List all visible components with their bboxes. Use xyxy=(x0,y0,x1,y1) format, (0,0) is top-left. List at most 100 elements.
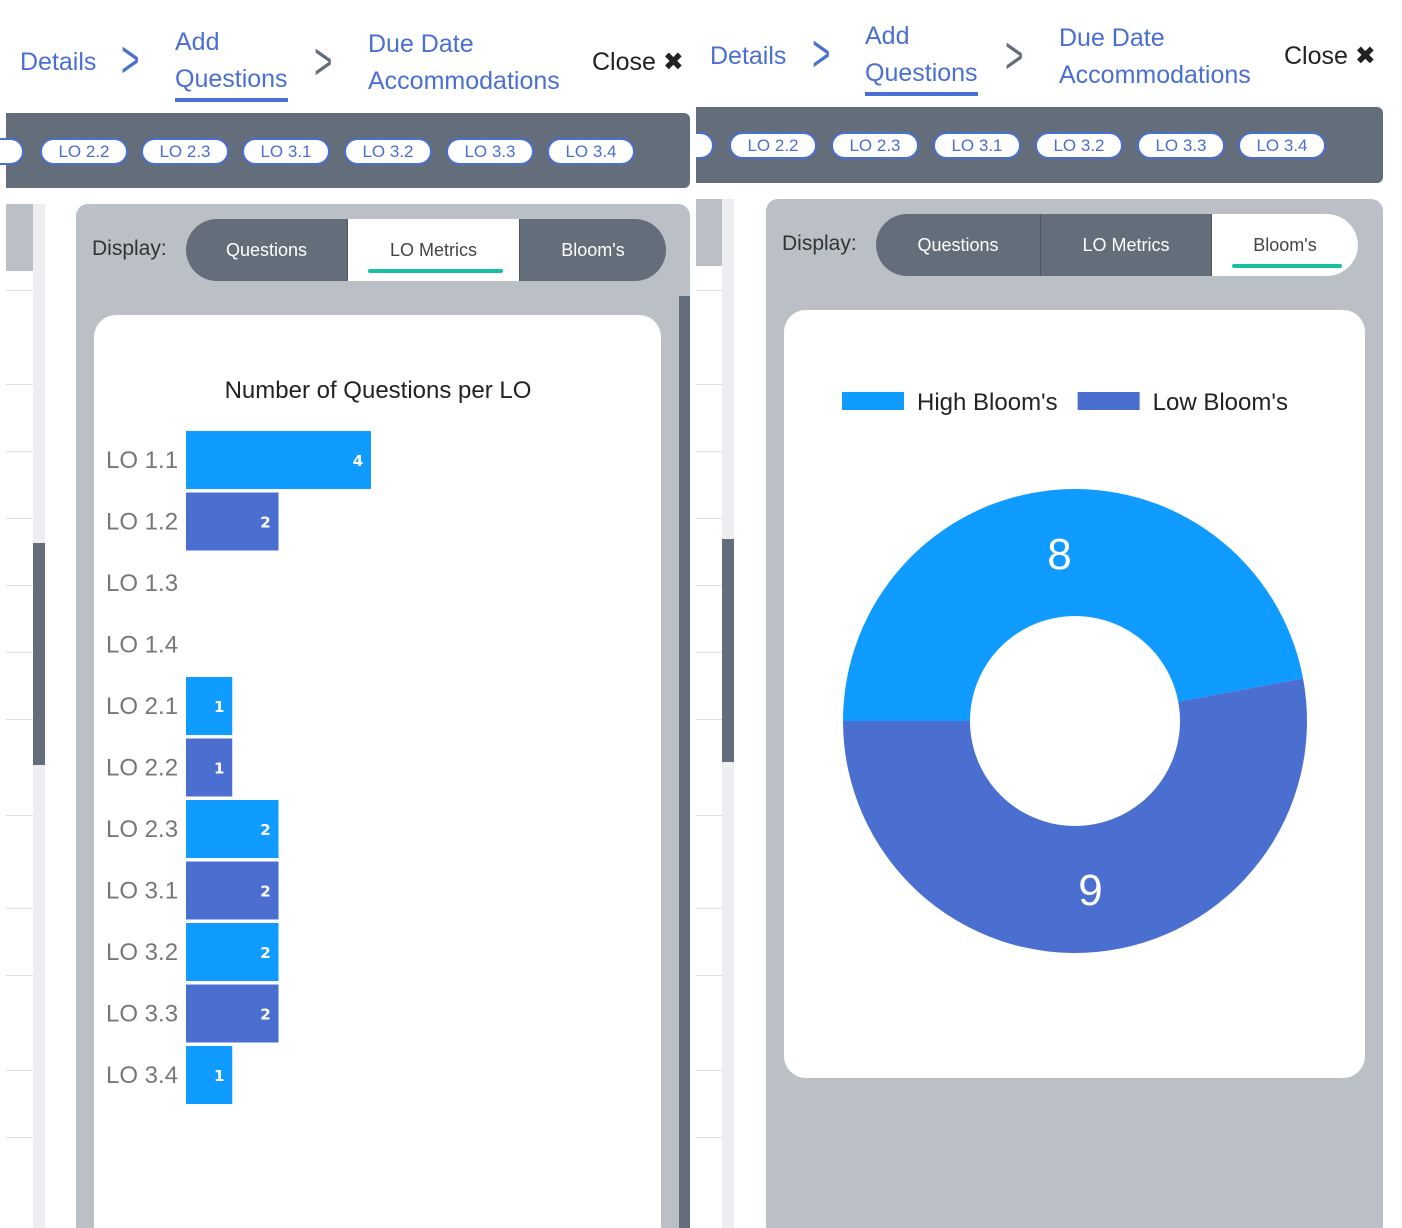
sidebar-row-divider xyxy=(6,1070,33,1071)
bar-category-label: LO 1.4 xyxy=(106,632,178,659)
breadcrumb-details[interactable]: Details xyxy=(710,42,787,70)
sidebar-row-divider xyxy=(6,719,33,720)
bar-category-label: LO 1.2 xyxy=(106,509,178,536)
sidebar-row-divider xyxy=(696,1070,722,1071)
bar-category-label: LO 3.4 xyxy=(106,1062,178,1089)
chevron-right-icon: > xyxy=(812,25,831,83)
chevron-right-icon: > xyxy=(121,31,140,89)
lo-pill[interactable] xyxy=(696,132,714,159)
bar xyxy=(186,1046,233,1104)
bar-data-label: 2 xyxy=(260,944,270,962)
breadcrumb-due-date[interactable]: Due Date Accommodations xyxy=(368,26,560,100)
lo-pill[interactable]: LO 2.3 xyxy=(831,132,919,159)
bar-data-label: 1 xyxy=(214,1067,224,1085)
display-panel: Display: Questions LO Metrics Bloom's Hi… xyxy=(766,199,1383,1228)
bar xyxy=(186,923,279,981)
lo-pill[interactable]: LO 3.2 xyxy=(1035,132,1123,159)
scrollbar-thumb[interactable] xyxy=(722,539,734,762)
tab-questions[interactable]: Questions xyxy=(186,219,348,281)
panel-scrollbar[interactable] xyxy=(679,296,690,1228)
legend-label: High Bloom's xyxy=(917,389,1058,416)
tab-blooms[interactable]: Bloom's xyxy=(1212,214,1358,276)
bar xyxy=(186,861,279,920)
lo-pill[interactable]: LO 2.2 xyxy=(729,132,817,159)
sidebar-scrollbar[interactable] xyxy=(33,204,45,1228)
blooms-view: Details > Add Questions > Due Date Accommo… xyxy=(696,0,1402,1228)
sidebar-row-divider xyxy=(6,815,33,816)
bar-data-label: 1 xyxy=(214,698,224,716)
breadcrumb-details[interactable]: Details xyxy=(20,48,97,76)
sidebar-scrollbar[interactable] xyxy=(722,199,734,1228)
close-button[interactable]: Close ✖ xyxy=(1284,41,1376,71)
sidebar-row-divider xyxy=(696,585,722,586)
legend-swatch xyxy=(1077,392,1140,410)
sidebar-row-divider xyxy=(6,652,33,653)
chevron-right-icon: > xyxy=(1005,27,1024,85)
lo-pill[interactable]: LO 2.3 xyxy=(141,138,229,165)
bar-category-label: LO 3.2 xyxy=(106,939,178,966)
scrollbar-thumb[interactable] xyxy=(33,543,45,765)
bar-category-label: LO 1.1 xyxy=(106,447,178,474)
sidebar-row-divider xyxy=(696,815,722,816)
lo-filter-bar: LO 2.2 LO 2.3 LO 3.1 LO 3.2 LO 3.3 LO 3.… xyxy=(696,107,1383,183)
sidebar-row-divider xyxy=(696,652,722,653)
label: Questions xyxy=(865,59,978,87)
sidebar-row-divider xyxy=(696,908,722,909)
tab-lo-metrics[interactable]: LO Metrics xyxy=(1041,214,1212,276)
sidebar-row-divider xyxy=(6,908,33,909)
chart-card: High Bloom's Low Bloom's 8 9 xyxy=(784,310,1365,1078)
bar-data-label: 2 xyxy=(260,514,270,532)
bar-chart: Number of Questions per LO LO 1.1 4 LO 1.2… xyxy=(106,377,531,1104)
tab-lo-metrics[interactable]: LO Metrics xyxy=(348,219,520,281)
close-icon: ✖ xyxy=(1354,42,1376,70)
lo-filter-bar: LO 2.2 LO 2.3 LO 3.1 LO 3.2 LO 3.3 LO 3.… xyxy=(0,113,690,188)
breadcrumb-add-questions[interactable]: Add Questions xyxy=(175,24,288,102)
bar-category-label: LO 2.2 xyxy=(106,755,178,782)
bar xyxy=(186,677,233,735)
bar-data-label: 1 xyxy=(214,760,224,778)
close-label: Close xyxy=(1284,42,1348,70)
bar-data-label: 2 xyxy=(260,821,270,839)
tab-blooms[interactable]: Bloom's xyxy=(561,239,625,260)
bar-category-label: LO 2.3 xyxy=(106,816,178,843)
lo-pill[interactable] xyxy=(0,138,24,165)
lo-pill[interactable]: LO 3.2 xyxy=(344,138,432,165)
close-label: Close xyxy=(592,48,656,76)
label: Due Date xyxy=(368,30,474,58)
chevron-right-icon: > xyxy=(314,33,333,91)
sidebar-row-divider xyxy=(696,518,722,519)
chart-card: Number of Questions per LO LO 1.1 4 LO 1.2… xyxy=(94,315,661,1228)
tab-questions[interactable]: Questions xyxy=(876,214,1041,276)
lo-pill[interactable]: LO 3.3 xyxy=(446,138,534,165)
lo-pill[interactable]: LO 3.4 xyxy=(547,138,635,165)
bar-category-label: LO 1.3 xyxy=(106,570,178,597)
sidebar-row-divider xyxy=(6,384,33,385)
sidebar-row-divider xyxy=(696,290,722,291)
close-button[interactable]: Close ✖ xyxy=(592,47,684,77)
lo-pill[interactable]: LO 2.2 xyxy=(40,138,128,165)
breadcrumb-add-questions[interactable]: Add Questions xyxy=(865,18,978,96)
sidebar-row-divider xyxy=(6,975,33,976)
bar xyxy=(186,984,279,1043)
sidebar-header xyxy=(696,199,722,266)
lo-pill[interactable]: LO 3.3 xyxy=(1137,132,1225,159)
bar xyxy=(186,431,371,489)
sidebar-header xyxy=(6,204,33,271)
lo-pill[interactable]: LO 3.1 xyxy=(933,132,1021,159)
label: Due Date xyxy=(1059,24,1165,52)
bar xyxy=(186,492,279,551)
donut-slice xyxy=(843,678,1307,953)
bar-category-label: LO 3.3 xyxy=(106,1001,178,1028)
lo-pill[interactable]: LO 3.1 xyxy=(242,138,330,165)
lo-metrics-view: Details > Add Questions > Due Date Accommo… xyxy=(0,0,692,1228)
sidebar-row-divider xyxy=(696,719,722,720)
donut-slice-label: 9 xyxy=(1078,866,1102,915)
display-toggle: Questions LO Metrics Bloom's xyxy=(186,219,666,281)
breadcrumb-due-date[interactable]: Due Date Accommodations xyxy=(1059,20,1251,94)
sidebar-row-divider xyxy=(696,975,722,976)
display-label: Display: xyxy=(782,232,857,255)
sidebar-row-divider xyxy=(6,585,33,586)
label: Add xyxy=(175,28,220,56)
lo-pill[interactable]: LO 3.4 xyxy=(1238,132,1326,159)
label: Add xyxy=(865,22,910,50)
